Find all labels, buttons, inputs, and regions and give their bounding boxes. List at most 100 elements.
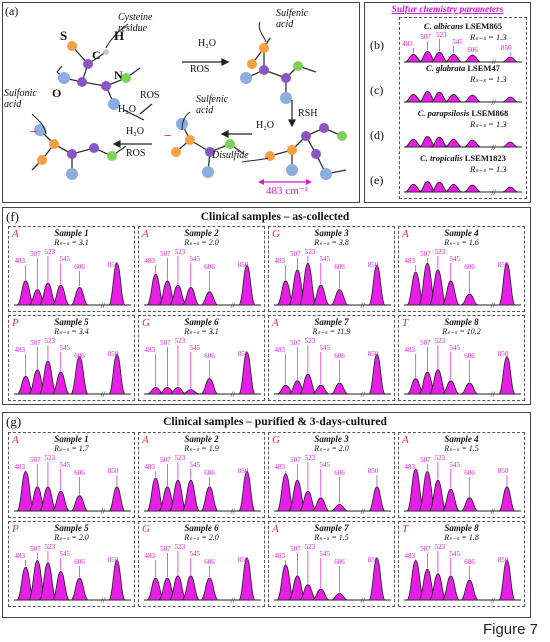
rsh-label: RSH	[298, 108, 318, 119]
spectrum-peak-606	[200, 378, 219, 395]
axis-break-mark: //	[491, 98, 496, 105]
sample-name: Sample 2	[184, 228, 219, 238]
panel-f-tag: (f)	[6, 209, 19, 224]
sample-cell: // 483 507 523 545 606 850 G Sample 6 Rₛ₋ₛ = 2.0	[138, 521, 265, 607]
peak-label-507: 507	[290, 339, 301, 347]
peak-label-850: 850	[108, 467, 119, 475]
peak-label-507: 507	[160, 456, 171, 464]
sample-name: Sample 7	[314, 317, 349, 327]
spectrum-peak-523	[430, 181, 449, 193]
peak-label-545: 545	[190, 344, 201, 352]
peak-label-606: 606	[204, 352, 215, 360]
axis-break-mark: //	[231, 596, 236, 605]
peak-label-545: 545	[60, 461, 71, 469]
peak-label-507: 507	[420, 339, 431, 347]
peak-label-850: 850	[368, 556, 379, 564]
peak-label-606: 606	[464, 469, 475, 477]
spectrum-peak-545	[441, 380, 460, 395]
peak-label-606: 606	[204, 558, 215, 566]
peak-label-545: 545	[450, 344, 461, 352]
axis-break-mark: //	[361, 596, 366, 605]
peak-label-483: 483	[274, 552, 285, 560]
panel-f-frame	[2, 207, 531, 405]
spectrum-peak-606	[200, 291, 219, 306]
axis-break-mark: //	[231, 390, 236, 399]
spectrum-peak-545	[181, 286, 200, 306]
spectrum-peak-850	[108, 262, 126, 306]
peak-label-850: 850	[498, 556, 509, 564]
axis-break-mark: //	[491, 507, 496, 516]
peak-label-545: 545	[450, 255, 461, 263]
spectrum-peak-850	[108, 486, 126, 512]
sample-rss: Rₛ₋ₛ = 1.8	[444, 533, 479, 542]
atom-o-label: O	[52, 86, 62, 100]
spectrum-peak-850	[368, 264, 386, 306]
sample-rss: Rₛ₋ₛ = 1.7	[54, 444, 89, 453]
peak-label-850: 850	[238, 350, 249, 358]
peak-label-850: 850	[368, 467, 379, 475]
spectrum-peak-850	[501, 56, 519, 63]
spectrum-peak-545	[311, 284, 330, 306]
spectrum-peak-545	[51, 371, 70, 395]
species-spectrum: //	[404, 91, 522, 105]
atom-s-label: S	[60, 28, 68, 43]
species-letter: G	[142, 317, 150, 329]
sample-name: Sample 7	[314, 523, 349, 533]
spectrum-peak-606	[463, 139, 482, 148]
spectrum-peak-850	[501, 186, 519, 193]
sample-name: Sample 2	[184, 434, 219, 444]
spectrum-peak-545	[51, 284, 70, 306]
peak-label-523: 523	[305, 454, 316, 462]
peak-label-606: 606	[464, 352, 475, 360]
peak-label-606: 606	[334, 263, 345, 271]
atom-h-label: H	[114, 28, 125, 43]
peak-label-523: 523	[45, 454, 56, 462]
wavenumber-label: 483 cm⁻¹	[266, 185, 308, 197]
spectrum-peak-850	[498, 356, 516, 395]
peak-label-483: 483	[402, 40, 413, 48]
cysteine-label: Cysteine residue	[118, 12, 153, 34]
peak-label-507: 507	[290, 456, 301, 464]
species-letter: P	[12, 317, 19, 329]
peak-label-507: 507	[420, 545, 431, 553]
sample-cell: // 483 507 523 545 606 850 P Sample 5 Rₛ₋ₛ = 2.0	[8, 521, 135, 607]
spectrum-peak-606	[70, 356, 89, 395]
spectrum-peak-606	[330, 503, 349, 512]
species-letter: A	[402, 434, 409, 446]
spectrum-peak-850	[368, 486, 386, 512]
peak-label-545: 545	[452, 38, 463, 46]
peak-label-523: 523	[435, 337, 446, 345]
spectrum-peak-850	[108, 353, 126, 395]
peak-label-483: 483	[404, 463, 415, 471]
peak-label-850: 850	[498, 467, 509, 475]
axis-break-mark: //	[231, 301, 236, 310]
peak-label-483: 483	[14, 257, 25, 265]
spectrum-peak-850	[498, 262, 516, 306]
spectrum-peak-545	[441, 280, 460, 306]
peak-label-523: 523	[305, 248, 316, 256]
peak-label-483: 483	[274, 346, 285, 354]
peak-label-483: 483	[404, 257, 415, 265]
sample-rss: Rₛ₋ₛ = 3.8	[314, 238, 349, 247]
spectrum-peak-850	[108, 559, 126, 601]
spectrum-peak-545	[444, 183, 463, 193]
peak-label-606: 606	[204, 263, 215, 271]
panel-a-molecules	[31, 21, 347, 185]
peak-label-606: 606	[334, 558, 345, 566]
peak-label-545: 545	[60, 344, 71, 352]
peak-label-523: 523	[175, 337, 186, 345]
ros-middle-label: ROS	[140, 90, 160, 101]
peak-label-850: 850	[501, 44, 512, 52]
species-letter: P	[12, 523, 19, 535]
species-letter: A	[142, 228, 149, 240]
spectrum-peak-606	[460, 579, 479, 601]
peak-label-850: 850	[368, 261, 379, 269]
peak-label-606: 606	[74, 469, 85, 477]
spectrum-peak-523	[430, 136, 449, 148]
sample-rss: Rₛ₋ₛ = 2.0	[314, 444, 349, 453]
peak-label-523: 523	[435, 248, 446, 256]
peak-label-507: 507	[290, 545, 301, 553]
figure-caption: Figure 7	[482, 621, 538, 638]
